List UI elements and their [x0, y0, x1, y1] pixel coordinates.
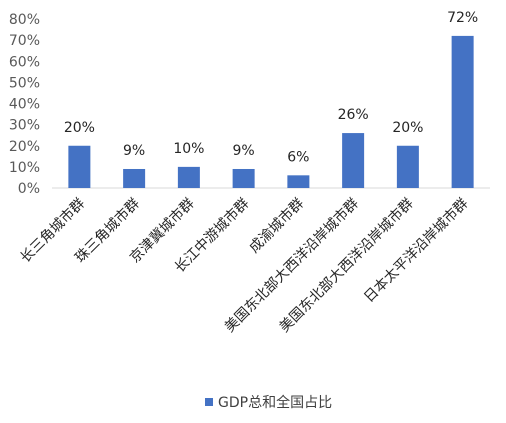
y-axis-ticks: 0% 10% 20% 30% 40% 50% 60% 70% 80%	[9, 12, 40, 197]
legend-label: GDP总和全国占比	[218, 394, 332, 411]
data-label: 20%	[64, 120, 95, 136]
data-label: 9%	[233, 143, 255, 159]
data-label: 26%	[338, 107, 369, 123]
data-label: 9%	[123, 143, 145, 159]
data-label: 20%	[392, 120, 423, 136]
legend: GDP总和全国占比	[205, 394, 332, 411]
y-tick-label: 80%	[9, 12, 40, 28]
bar	[396, 145, 419, 188]
bar	[68, 145, 91, 188]
bar	[232, 168, 255, 188]
category-labels: 长三角城市群珠三角城市群京津冀城市群长江中游城市群成渝城市群美国东北部大西洋沿岸…	[17, 195, 472, 336]
y-tick-label: 70%	[9, 33, 40, 49]
data-label: 10%	[173, 141, 204, 157]
y-tick-label: 40%	[9, 97, 40, 113]
bars	[68, 35, 474, 189]
category-label: 日本太平洋沿岸城市群	[360, 195, 471, 306]
y-tick-label: 60%	[9, 54, 40, 70]
bar	[287, 175, 310, 188]
data-labels: 20% 9% 10% 9% 6% 26% 20% 72%	[64, 10, 478, 165]
data-label: 72%	[447, 10, 478, 26]
y-tick-label: 30%	[9, 118, 40, 134]
y-tick-label: 10%	[9, 160, 40, 176]
bar	[123, 168, 146, 188]
legend-swatch	[205, 398, 213, 406]
y-tick-label: 20%	[9, 139, 40, 155]
y-tick-label: 50%	[9, 75, 40, 91]
bar	[342, 133, 365, 188]
data-label: 6%	[287, 149, 309, 165]
bar	[451, 35, 474, 189]
y-tick-label: 0%	[18, 181, 40, 197]
bar	[177, 166, 200, 188]
